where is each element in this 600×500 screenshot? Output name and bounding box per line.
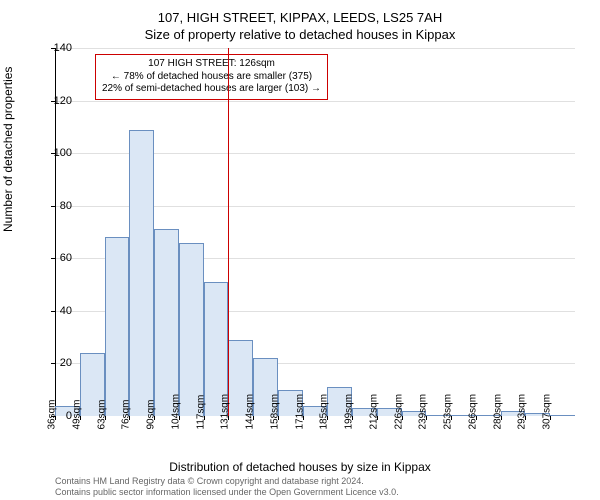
grid-line: [55, 101, 575, 102]
histogram-bar: [179, 243, 204, 416]
chart-title-sub: Size of property relative to detached ho…: [0, 25, 600, 42]
chart-title-main: 107, HIGH STREET, KIPPAX, LEEDS, LS25 7A…: [0, 0, 600, 25]
footer: Contains HM Land Registry data © Crown c…: [55, 476, 399, 498]
y-tick-mark: [51, 363, 55, 364]
histogram-bar: [550, 415, 575, 416]
grid-line: [55, 48, 575, 49]
annotation-line1: 107 HIGH STREET: 126sqm: [102, 58, 321, 71]
histogram-bar: [129, 130, 154, 417]
chart-container: 107, HIGH STREET, KIPPAX, LEEDS, LS25 7A…: [0, 0, 600, 500]
y-tick-label: 60: [60, 252, 72, 264]
y-tick-mark: [51, 206, 55, 207]
histogram-bar: [105, 237, 130, 416]
footer-line1: Contains HM Land Registry data © Crown c…: [55, 476, 399, 487]
annotation-line2: ← 78% of detached houses are smaller (37…: [102, 71, 321, 84]
y-tick-label: 40: [60, 305, 72, 317]
y-tick-label: 140: [54, 42, 72, 54]
y-tick-label: 100: [54, 147, 72, 159]
histogram-bar: [154, 229, 179, 416]
y-tick-mark: [51, 311, 55, 312]
x-axis-label: Distribution of detached houses by size …: [0, 460, 600, 474]
annotation-line3: 22% of semi-detached houses are larger (…: [102, 83, 321, 96]
y-tick-mark: [51, 258, 55, 259]
y-axis-label: Number of detached properties: [1, 67, 15, 232]
footer-line2: Contains public sector information licen…: [55, 487, 399, 498]
plot-area: 107 HIGH STREET: 126sqm ← 78% of detache…: [55, 48, 575, 416]
annotation-box: 107 HIGH STREET: 126sqm ← 78% of detache…: [95, 54, 328, 100]
y-tick-label: 120: [54, 95, 72, 107]
y-tick-label: 20: [60, 357, 72, 369]
property-marker-line: [228, 48, 229, 416]
y-tick-label: 80: [60, 200, 72, 212]
